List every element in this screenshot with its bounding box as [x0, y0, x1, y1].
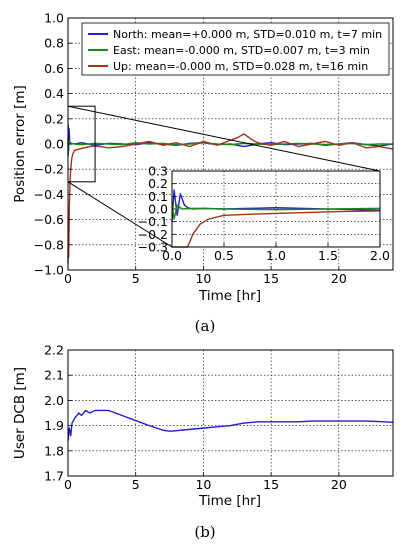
panel-b-y-axis-label: User DCB [m]	[12, 367, 28, 459]
inset-y-tick-label: 0.3	[148, 164, 168, 179]
inset-x-tick-label: 0.0	[162, 248, 182, 263]
panel-a-y-tick-label: 0.4	[44, 86, 64, 101]
panel-b-y-tick-label: 1.8	[44, 443, 64, 458]
panel-a-y-tick-label: 0.8	[44, 36, 64, 51]
panel-a-x-tick-label: 15	[263, 271, 279, 286]
panel-a-y-axis-label: Position error [m]	[12, 85, 28, 203]
panel-a-x-axis-label: Time [hr]	[198, 288, 261, 304]
panel-a-inset: 0.0 0.5 1.0 1.5 2.0 −0.3−0.2−0.10.00.10.20.3	[138, 164, 390, 264]
legend-label-2: East: mean=-0.000 m, STD=0.007 m, t=3 mi…	[113, 44, 370, 57]
inset-y-tick-label: −0.1	[138, 214, 168, 229]
panel-a-y-tick-label: −1.0	[34, 263, 64, 278]
panel-b-y-tick-label: 2.2	[44, 343, 64, 358]
panel-b-x-tick-label: 0	[64, 477, 72, 492]
zoom-connector-bottom	[67, 181, 173, 248]
panel-b: 0 5 10 15 20 1.7 1.8 1.9 2.0 2.1 2.2 Time [hr] Us…	[12, 343, 394, 541]
panel-a-y-tick-label: 0.0	[44, 137, 64, 152]
panel-a-y-tick-label: 0.2	[44, 111, 64, 126]
zoom-connector-top	[67, 105, 381, 172]
panel-a-x-tick-label: 20	[331, 271, 347, 286]
panel-b-y-ticks: 1.7 1.8 1.9 2.0 2.1 2.2	[44, 343, 72, 484]
panel-b-series-lines	[67, 409, 394, 441]
legend-entries: North: mean=+0.000 m, STD=0.010 m, t=7 m…	[88, 28, 382, 73]
zoom-region-box	[67, 105, 96, 183]
panel-b-x-tick-label: 20	[331, 477, 347, 492]
panel-a-y-tick-label: −0.8	[34, 237, 64, 252]
inset-y-tick-label: 0.1	[148, 189, 168, 204]
panel-a-caption: (a)	[195, 317, 216, 335]
panel-a-y-tick-label: 1.0	[44, 11, 64, 26]
inset-y-ticks: −0.3−0.2−0.10.00.10.20.3	[138, 164, 176, 255]
panel-b-y-tick-label: 1.7	[44, 469, 64, 484]
legend-box	[81, 22, 390, 76]
panel-a-series-line-3	[67, 133, 394, 264]
panel-b-x-tick-label: 15	[263, 477, 279, 492]
panel-a-x-ticks: 0 5 10 15 20	[64, 266, 347, 286]
panel-b-y-tick-label: 2.0	[44, 393, 64, 408]
panel-b-y-tick-label: 1.9	[44, 418, 64, 433]
panel-a-x-tick-label: 5	[132, 271, 140, 286]
panel-b-series-line-1	[67, 409, 394, 441]
legend-label-3: Up: mean=-0.000 m, STD=0.028 m, t=16 min	[113, 60, 368, 73]
panel-a-series-lines	[67, 124, 394, 264]
inset-y-tick-label: 0.2	[148, 176, 168, 191]
inset-series-line-2	[171, 202, 381, 220]
inset-x-tick-label: 1.5	[318, 248, 338, 263]
panel-b-x-axis-label: Time [hr]	[198, 493, 261, 509]
inset-grid	[172, 171, 380, 247]
panel-a-x-tick-label: 0	[64, 271, 72, 286]
panel-a-y-tick-label: 0.6	[44, 61, 64, 76]
panel-b-x-ticks: 0 5 10 15 20	[64, 472, 347, 492]
panel-b-x-tick-label: 10	[195, 477, 211, 492]
inset-y-tick-label: −0.3	[138, 240, 168, 255]
panel-a-y-tick-label: −0.6	[34, 212, 64, 227]
legend-label-1: North: mean=+0.000 m, STD=0.010 m, t=7 m…	[113, 28, 382, 41]
panel-a-y-tick-label: −0.2	[34, 162, 64, 177]
panel-a-y-tick-label: −0.4	[34, 187, 64, 202]
inset-y-tick-label: 0.0	[148, 202, 168, 217]
panel-b-x-tick-label: 5	[132, 477, 140, 492]
panel-a-legend: North: mean=+0.000 m, STD=0.010 m, t=7 m…	[81, 22, 390, 76]
panel-b-y-tick-label: 2.1	[44, 368, 64, 383]
inset-x-tick-label: 0.5	[214, 248, 234, 263]
panel-b-plot-frame	[67, 349, 394, 477]
inset-y-tick-label: −0.2	[138, 227, 168, 242]
panel-a-x-tick-label: 10	[195, 271, 211, 286]
panel-a-y-ticks: −1.0 −0.8 −0.6 −0.4 −0.2 0.0 0.2 0.4 0.6 0.8 1.0	[34, 11, 72, 278]
inset-x-tick-label: 1.0	[266, 248, 286, 263]
panel-a: 0 5 10 15 20 −1.0 −0.8 −0.6 −0.4 −0.2 0.0 0.2 0.4 0.…	[12, 11, 394, 335]
inset-x-ticks: 0.0 0.5 1.0 1.5 2.0	[162, 243, 390, 263]
panel-b-caption: (b)	[194, 523, 215, 541]
inset-x-tick-label: 2.0	[370, 248, 390, 263]
panel-a-zoom-indicator	[67, 105, 381, 248]
